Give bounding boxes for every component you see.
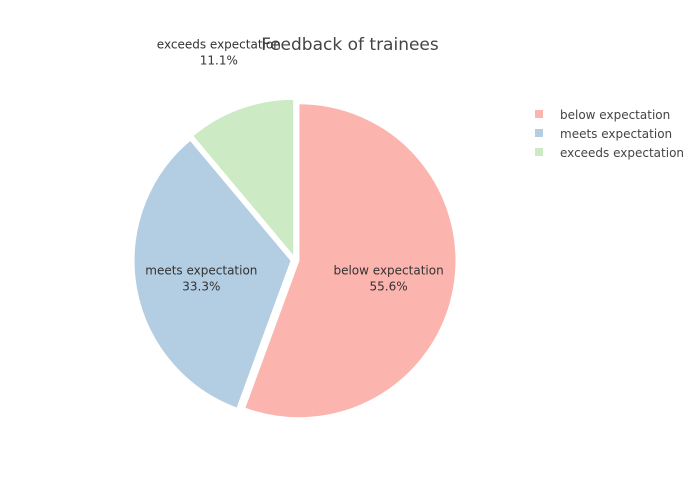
slice-labels: below expectation 55.6% meets expectation 3… [145, 37, 443, 293]
chart-title: Feedback of trainees [261, 35, 439, 55]
legend-label-meets-expectation: meets expectation [560, 127, 672, 141]
legend-item-meets-expectation[interactable]: meets expectation [535, 127, 672, 141]
slice-percent-below-expectation: 55.6% [370, 280, 408, 294]
slice-label-exceeds-expectation: exceeds expectation [157, 37, 281, 51]
legend-swatch-below-expectation [535, 110, 543, 118]
legend-item-exceeds-expectation[interactable]: exceeds expectation [535, 146, 684, 160]
slice-percent-exceeds-expectation: 11.1% [200, 53, 238, 67]
pie-slice-below-expectation[interactable] [244, 103, 457, 419]
slice-label-meets-expectation: meets expectation [145, 263, 257, 277]
legend-item-below-expectation[interactable]: below expectation [535, 108, 670, 122]
slice-label-below-expectation: below expectation [333, 264, 443, 278]
pie-slice-exceeds-expectation[interactable] [192, 98, 295, 258]
legend-label-exceeds-expectation: exceeds expectation [560, 146, 684, 160]
legend-label-below-expectation: below expectation [560, 108, 670, 122]
legend-swatch-exceeds-expectation [535, 148, 543, 156]
pie-slice-meets-expectation[interactable] [133, 139, 292, 409]
pie-slices [133, 98, 457, 419]
legend-swatch-meets-expectation [535, 129, 543, 137]
legend: below expectation meets expectation exce… [535, 108, 684, 160]
slice-percent-meets-expectation: 33.3% [182, 279, 220, 293]
